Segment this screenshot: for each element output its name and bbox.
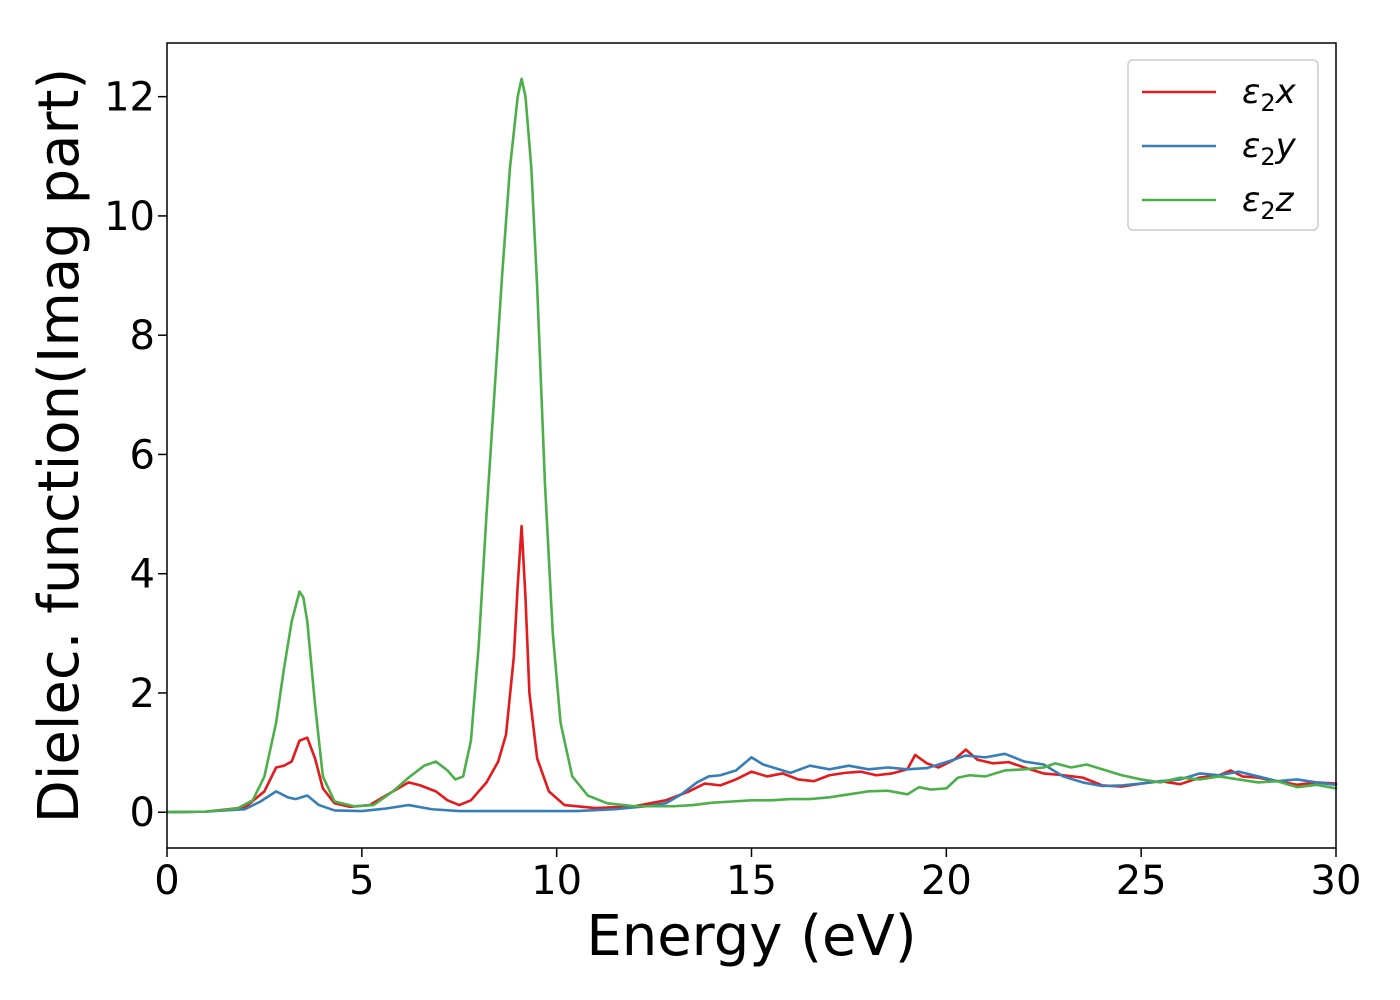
- legend-subscript: 2: [1260, 197, 1275, 225]
- x-axis-label: Energy (eV): [586, 904, 916, 969]
- plot-frame: [166, 42, 1337, 849]
- series-line-y: [165, 752, 1338, 814]
- legend-entry-x: ε2x: [1242, 72, 1297, 117]
- frame-layer: [166, 42, 1337, 849]
- x-tick-label: 20: [921, 858, 972, 904]
- legend-entry-z: ε2z: [1242, 180, 1295, 225]
- legend-component: z: [1275, 180, 1295, 220]
- legend-component: y: [1275, 126, 1297, 166]
- legend-subscript: 2: [1260, 143, 1275, 171]
- labels-layer: Energy (eV) Dielec. function(Imag part): [27, 68, 917, 969]
- y-tick-label: 0: [130, 790, 155, 836]
- legend-symbol: ε: [1242, 72, 1260, 112]
- y-tick-label: 4: [130, 552, 155, 598]
- x-tick-label: 0: [154, 858, 179, 904]
- x-tick-label: 5: [349, 858, 374, 904]
- x-tick-label: 25: [1116, 858, 1167, 904]
- y-tick-label: 6: [130, 432, 155, 478]
- series-line-x: [165, 524, 1338, 814]
- x-tick-label: 10: [531, 858, 582, 904]
- series-layer: [165, 77, 1338, 814]
- legend-entry-y: ε2y: [1242, 126, 1297, 171]
- legend-symbol: ε: [1242, 126, 1260, 166]
- y-tick-label: 2: [130, 671, 155, 717]
- x-tick-label: 30: [1311, 858, 1362, 904]
- legend-box: [1127, 59, 1319, 231]
- y-axis-label: Dielec. function(Imag part): [27, 68, 92, 824]
- y-tick-label: 12: [104, 75, 155, 121]
- axes-layer: 0 5 10 15 20 25 30 0 2 4 6 8 10 12: [104, 75, 1361, 904]
- x-tick-label: 15: [726, 858, 777, 904]
- series-line-z: [165, 77, 1338, 814]
- y-tick-label: 8: [130, 313, 155, 359]
- legend-symbol: ε: [1242, 180, 1260, 220]
- y-tick-label: 10: [104, 194, 155, 240]
- legend-component: x: [1275, 72, 1297, 112]
- legend-subscript: 2: [1260, 89, 1275, 117]
